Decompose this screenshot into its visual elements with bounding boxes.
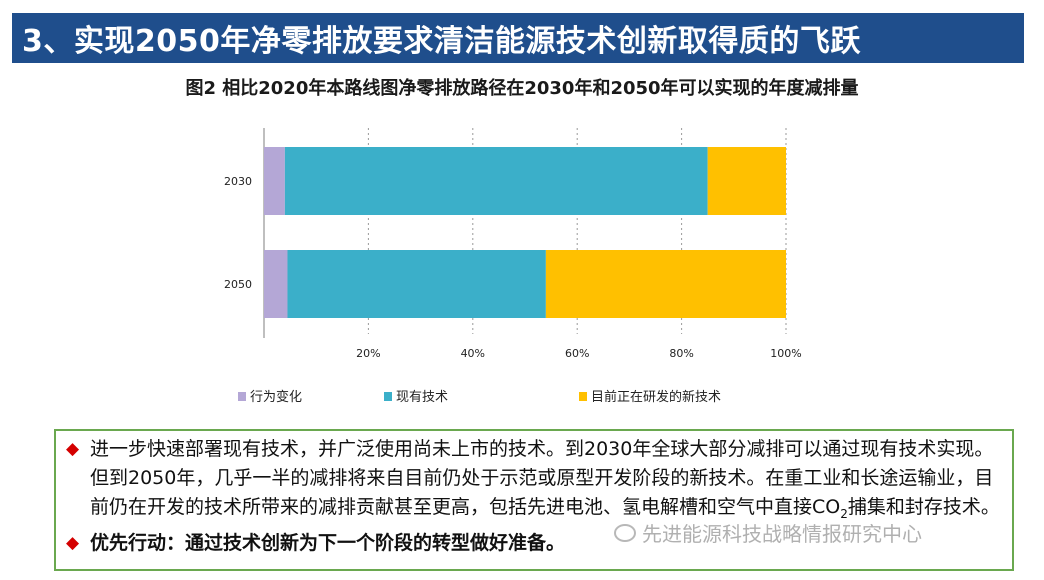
y-tick-label: 2030 <box>224 175 252 188</box>
bullet-1-main: 进一步快速部署现有技术，并广泛使用尚未上市的技术。到2030年全球大部分减排可以… <box>90 438 994 518</box>
x-tick-label: 40% <box>461 347 485 360</box>
bar-segment <box>287 250 546 318</box>
x-tick-label: 20% <box>356 347 380 360</box>
bar-segment <box>264 250 288 318</box>
x-tick-label: 80% <box>669 347 693 360</box>
bullet-1-tail: 捕集和封存技术。 <box>847 496 1000 518</box>
legend-label: 现有技术 <box>396 390 448 405</box>
watermark-text: 先进能源科技战略情报研究中心 <box>642 522 922 546</box>
legend-swatch <box>384 392 392 401</box>
legend-label: 行为变化 <box>250 389 302 405</box>
bullet-item-2: ◆ 优先行动：通过技术创新为下一个阶段的转型做好准备。 <box>66 529 1002 558</box>
bar-segment <box>264 147 285 215</box>
bar-segment <box>707 147 786 215</box>
chart-title: 图2 相比2020年本路线图净零排放路径在2030年和2050年可以实现的年度减… <box>185 78 859 99</box>
bullet-item-1: ◆ 进一步快速部署现有技术，并广泛使用尚未上市的技术。到2030年全球大部分减排… <box>66 435 1002 529</box>
x-tick-label: 100% <box>770 347 801 360</box>
wechat-icon <box>614 523 636 542</box>
header-title: 3、实现2050年净零排放要求清洁能源技术创新取得质的飞跃 <box>22 24 861 59</box>
legend-swatch <box>579 392 587 401</box>
notes-box: ◆ 进一步快速部署现有技术，并广泛使用尚未上市的技术。到2030年全球大部分减排… <box>54 429 1014 571</box>
bullet-text-1: 进一步快速部署现有技术，并广泛使用尚未上市的技术。到2030年全球大部分减排可以… <box>90 435 1002 529</box>
legend-label: 目前正在研发的新技术 <box>591 389 721 405</box>
watermark: 先进能源科技战略情报研究中心 <box>614 518 922 547</box>
bullet-text-2: 优先行动：通过技术创新为下一个阶段的转型做好准备。 <box>90 531 566 554</box>
x-tick-label: 60% <box>565 347 589 360</box>
red-diamond-icon: ◆ <box>66 439 80 459</box>
slide-header: 3、实现2050年净零排放要求清洁能源技术创新取得质的飞跃 <box>12 13 1024 63</box>
top-line <box>0 0 1044 5</box>
bullet-1-subscript: 2 <box>840 506 848 521</box>
stacked-bar-chart: 2030 2050 20% 40% 60% 80% 100% 行为变化 现有技术 目前正在研发的新… <box>224 128 802 405</box>
bar-segment <box>545 250 786 318</box>
bar-segment <box>284 147 708 215</box>
red-diamond-icon: ◆ <box>66 532 80 553</box>
y-tick-label: 2050 <box>224 278 252 291</box>
legend-swatch <box>238 392 246 401</box>
